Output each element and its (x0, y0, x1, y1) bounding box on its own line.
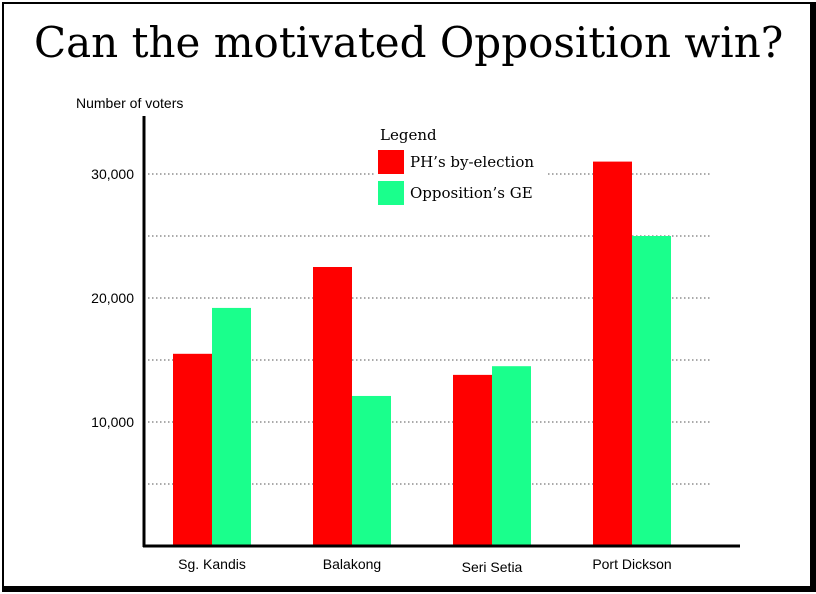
legend-label: Opposition’s GE (410, 184, 533, 202)
legend-label: PH’s by-election (410, 153, 534, 171)
legend-box (376, 122, 548, 208)
legend-title: Legend (380, 126, 437, 144)
legend-swatch (378, 181, 404, 205)
bar-opposition-ge (212, 307, 251, 546)
legend-swatch (378, 150, 404, 174)
bar-opposition-ge (492, 366, 531, 546)
y-axis-label: Number of voters (76, 95, 183, 111)
bar-ph-by-election (173, 353, 212, 546)
x-tick-label: Port Dickson (592, 556, 671, 572)
y-tick-label: 30,000 (91, 166, 134, 182)
bar-opposition-ge (352, 395, 391, 546)
y-tick-label: 10,000 (91, 414, 134, 430)
x-tick-label: Balakong (323, 556, 381, 572)
bar-ph-by-election (313, 267, 352, 546)
x-tick-label: Seri Setia (462, 559, 523, 575)
bar-ph-by-election (453, 374, 492, 546)
x-tick-label: Sg. Kandis (178, 556, 246, 572)
chart-title: Can the motivated Opposition win? (34, 18, 784, 67)
y-tick-label: 20,000 (91, 290, 134, 306)
bar-opposition-ge (632, 236, 671, 546)
bar-ph-by-election (593, 161, 632, 546)
